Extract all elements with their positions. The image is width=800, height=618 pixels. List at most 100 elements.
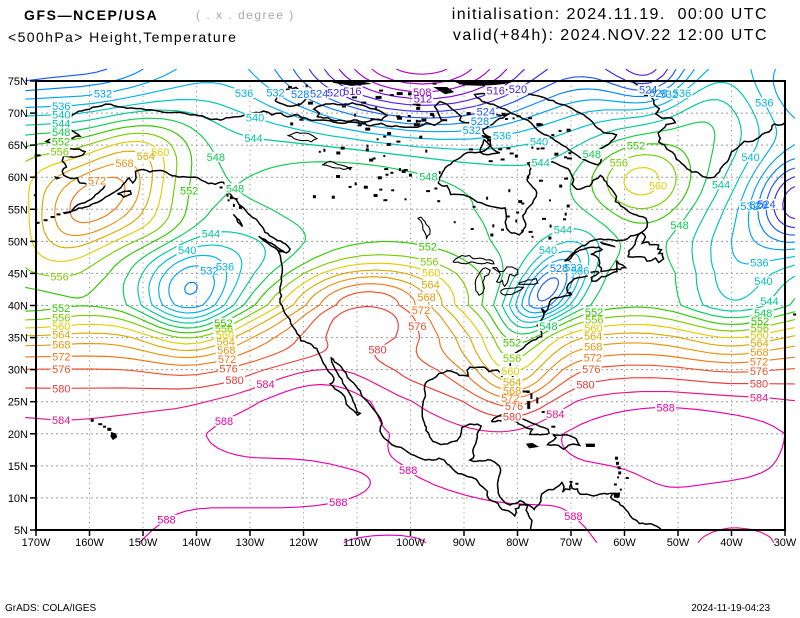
svg-text:560: 560: [584, 323, 602, 335]
svg-text:60N: 60N: [8, 172, 28, 184]
svg-text:560: 560: [151, 147, 169, 159]
svg-text:520: 520: [509, 84, 527, 96]
svg-text:584: 584: [750, 392, 768, 404]
svg-text:548: 548: [539, 321, 557, 333]
svg-text:568: 568: [115, 158, 133, 170]
svg-text:540: 540: [530, 137, 548, 149]
svg-text:572: 572: [750, 356, 768, 368]
svg-text:564: 564: [750, 338, 768, 350]
svg-text:524: 524: [757, 199, 775, 211]
svg-text:544: 544: [244, 133, 262, 145]
svg-text:valid(+84h): 2024.NOV.22 12:00: valid(+84h): 2024.NOV.22 12:00 UTC: [453, 27, 768, 44]
svg-text:580: 580: [503, 412, 521, 424]
svg-text:548: 548: [583, 149, 601, 161]
svg-text:516: 516: [487, 85, 505, 97]
svg-text:160W: 160W: [75, 537, 104, 549]
svg-text:540: 540: [178, 245, 196, 257]
svg-text:580: 580: [225, 375, 243, 387]
svg-text:540: 540: [52, 110, 70, 122]
svg-text:532: 532: [660, 89, 678, 101]
svg-text:572: 572: [584, 353, 602, 365]
svg-text:572: 572: [412, 305, 430, 317]
svg-text:55N: 55N: [8, 204, 28, 216]
svg-text:564: 564: [217, 337, 235, 349]
svg-text:568: 568: [217, 345, 235, 357]
svg-text:532: 532: [564, 263, 582, 275]
svg-text:564: 564: [584, 331, 602, 343]
svg-text:512: 512: [414, 94, 432, 106]
svg-text:<500hPa> Height,Temperature: <500hPa> Height,Temperature: [8, 29, 237, 45]
svg-text:540: 540: [539, 245, 557, 257]
svg-text:15N: 15N: [8, 461, 28, 473]
svg-text:572: 572: [218, 354, 236, 366]
svg-text:548: 548: [419, 171, 437, 183]
svg-text:540: 540: [741, 152, 759, 164]
svg-text:544: 544: [202, 228, 220, 240]
svg-text:544: 544: [760, 296, 778, 308]
svg-text:556: 556: [585, 315, 603, 327]
svg-text:576: 576: [408, 321, 426, 333]
svg-text:GrADS: COLA/IGES: GrADS: COLA/IGES: [5, 603, 96, 614]
svg-text:556: 556: [50, 271, 68, 283]
svg-text:580: 580: [750, 379, 768, 391]
svg-text:540: 540: [754, 276, 772, 288]
svg-text:532: 532: [266, 88, 284, 100]
svg-text:150W: 150W: [129, 537, 158, 549]
svg-text:25N: 25N: [8, 397, 28, 409]
svg-text:100W: 100W: [396, 537, 425, 549]
svg-text:536: 536: [235, 88, 253, 100]
svg-text:110W: 110W: [343, 537, 372, 549]
svg-text:544: 544: [554, 225, 572, 237]
svg-text:536: 536: [571, 265, 589, 277]
svg-text:544: 544: [712, 179, 730, 191]
svg-text:516: 516: [343, 86, 361, 98]
svg-text:588: 588: [329, 497, 347, 509]
svg-text:588: 588: [399, 465, 417, 477]
svg-text:536: 536: [493, 130, 511, 142]
svg-text:528: 528: [550, 263, 568, 275]
svg-text:552: 552: [214, 318, 232, 330]
svg-text:552: 552: [52, 303, 70, 315]
svg-text:588: 588: [215, 416, 233, 428]
svg-text:140W: 140W: [182, 537, 211, 549]
svg-text:520: 520: [327, 87, 345, 99]
svg-text:528: 528: [471, 116, 489, 128]
svg-text:576: 576: [750, 366, 768, 378]
svg-text:536: 536: [216, 261, 234, 273]
svg-text:564: 564: [503, 377, 521, 389]
svg-text:70W: 70W: [560, 537, 583, 549]
svg-text:536: 536: [52, 101, 70, 113]
svg-text:556: 556: [51, 146, 69, 158]
svg-text:556: 556: [52, 312, 70, 324]
svg-text:572: 572: [88, 176, 106, 188]
svg-text:540: 540: [246, 113, 264, 125]
svg-text:576: 576: [505, 401, 523, 413]
svg-text:588: 588: [564, 511, 582, 523]
svg-text:560: 560: [216, 329, 234, 341]
svg-text:588: 588: [157, 515, 175, 527]
svg-text:564: 564: [421, 280, 439, 292]
svg-text:552: 552: [180, 185, 198, 197]
svg-text:120W: 120W: [289, 537, 318, 549]
svg-text:GFS—NCEP/USA: GFS—NCEP/USA: [24, 7, 158, 23]
svg-text:45N: 45N: [8, 268, 28, 280]
svg-text:5N: 5N: [14, 525, 28, 537]
svg-text:30N: 30N: [8, 365, 28, 377]
svg-text:170W: 170W: [22, 537, 51, 549]
svg-text:532: 532: [200, 265, 218, 277]
svg-text:588: 588: [657, 403, 675, 415]
svg-text:580: 580: [52, 383, 70, 395]
svg-text:initialisation: 2024.11.19. 0: initialisation: 2024.11.19. 00:00 UTC: [452, 6, 768, 23]
svg-text:( . x . degree ): ( . x . degree ): [196, 8, 295, 22]
svg-text:60W: 60W: [613, 537, 636, 549]
svg-text:568: 568: [584, 342, 602, 354]
svg-text:20N: 20N: [8, 429, 28, 441]
svg-text:560: 560: [52, 321, 70, 333]
svg-text:536: 536: [673, 88, 691, 100]
svg-text:40W: 40W: [720, 537, 743, 549]
svg-text:584: 584: [546, 409, 564, 421]
svg-text:2024-11-19-04:23: 2024-11-19-04:23: [691, 603, 770, 614]
svg-text:560: 560: [422, 268, 440, 280]
svg-text:50N: 50N: [8, 236, 28, 248]
svg-text:130W: 130W: [236, 537, 265, 549]
